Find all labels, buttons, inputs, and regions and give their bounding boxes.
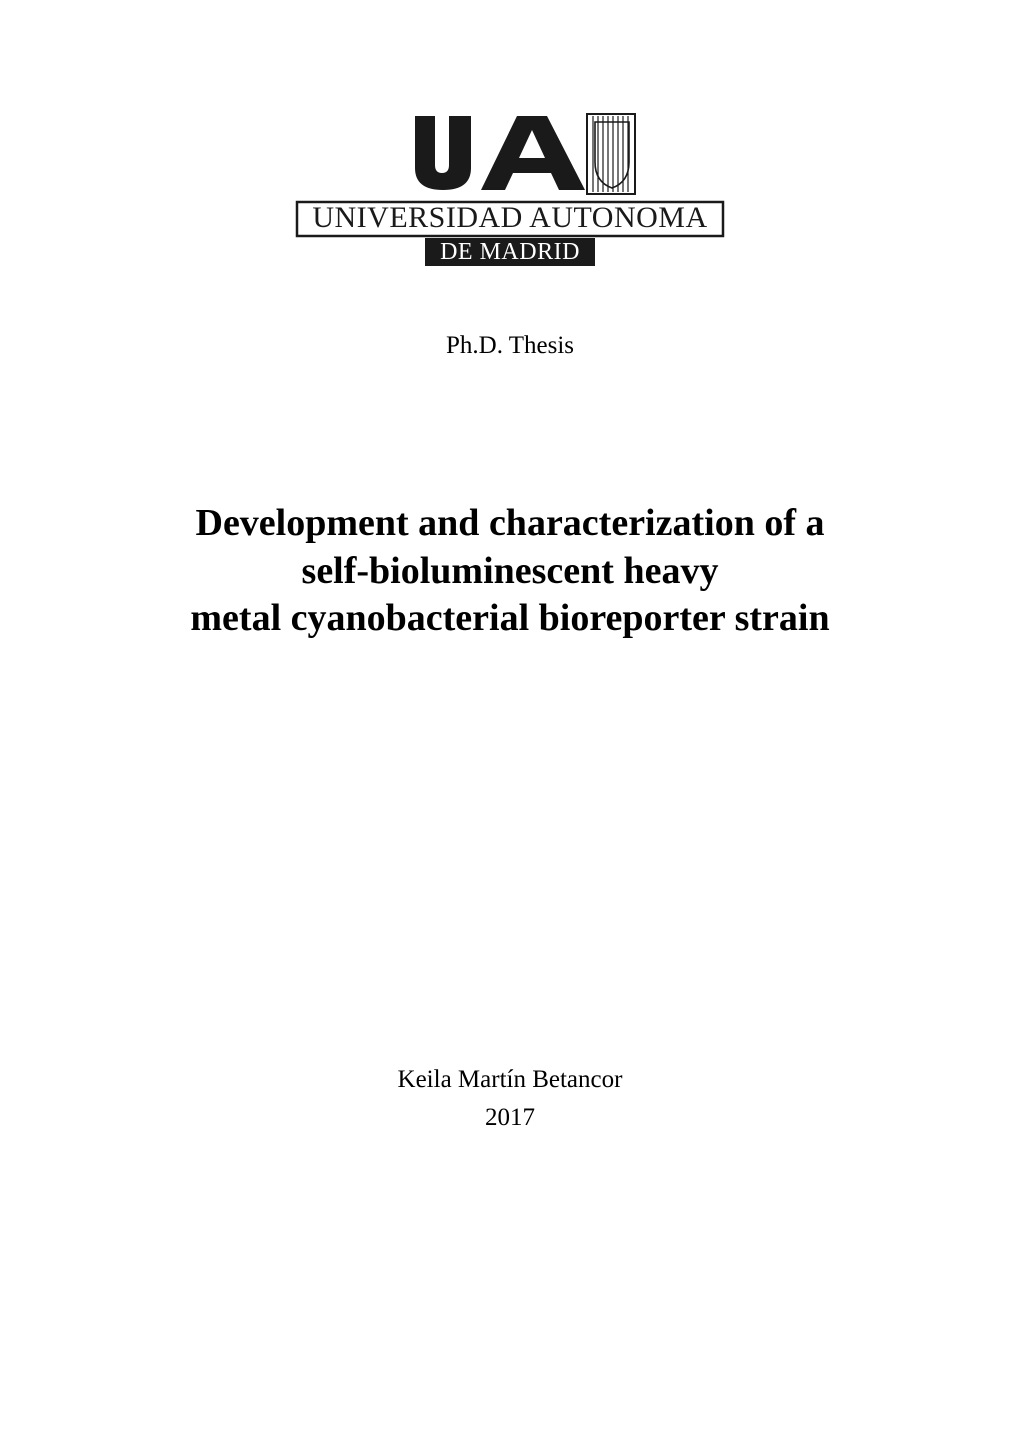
author-block: Keila Martín Betancor 2017: [100, 1061, 920, 1139]
logo-text-line2: UNIVERSIDAD AUTONOMA: [312, 201, 707, 234]
title-line-2: self-bioluminescent heavy: [302, 550, 719, 592]
logo-line2-box: UNIVERSIDAD AUTONOMA: [297, 201, 723, 236]
document-type-subtitle: Ph.D. Thesis: [100, 332, 920, 360]
logo-line3-bar: DE MADRID: [425, 238, 595, 266]
logo-ua-letters: [415, 116, 585, 190]
thesis-title: Development and characterization of a se…: [100, 500, 920, 643]
author-name: Keila Martín Betancor: [100, 1061, 920, 1100]
title-line-3: metal cyanobacterial bioreporter strain: [190, 597, 829, 639]
title-line-1: Development and characterization of a: [196, 502, 825, 544]
logo-text-line3: DE MADRID: [440, 239, 580, 265]
university-logo-block: UNIVERSIDAD AUTONOMA DE MADRID: [100, 110, 920, 270]
logo-emblem: [587, 114, 635, 194]
thesis-year: 2017: [100, 1099, 920, 1138]
thesis-title-page: UNIVERSIDAD AUTONOMA DE MADRID Ph.D. The…: [0, 0, 1020, 1442]
uam-logo: UNIVERSIDAD AUTONOMA DE MADRID: [295, 110, 725, 270]
